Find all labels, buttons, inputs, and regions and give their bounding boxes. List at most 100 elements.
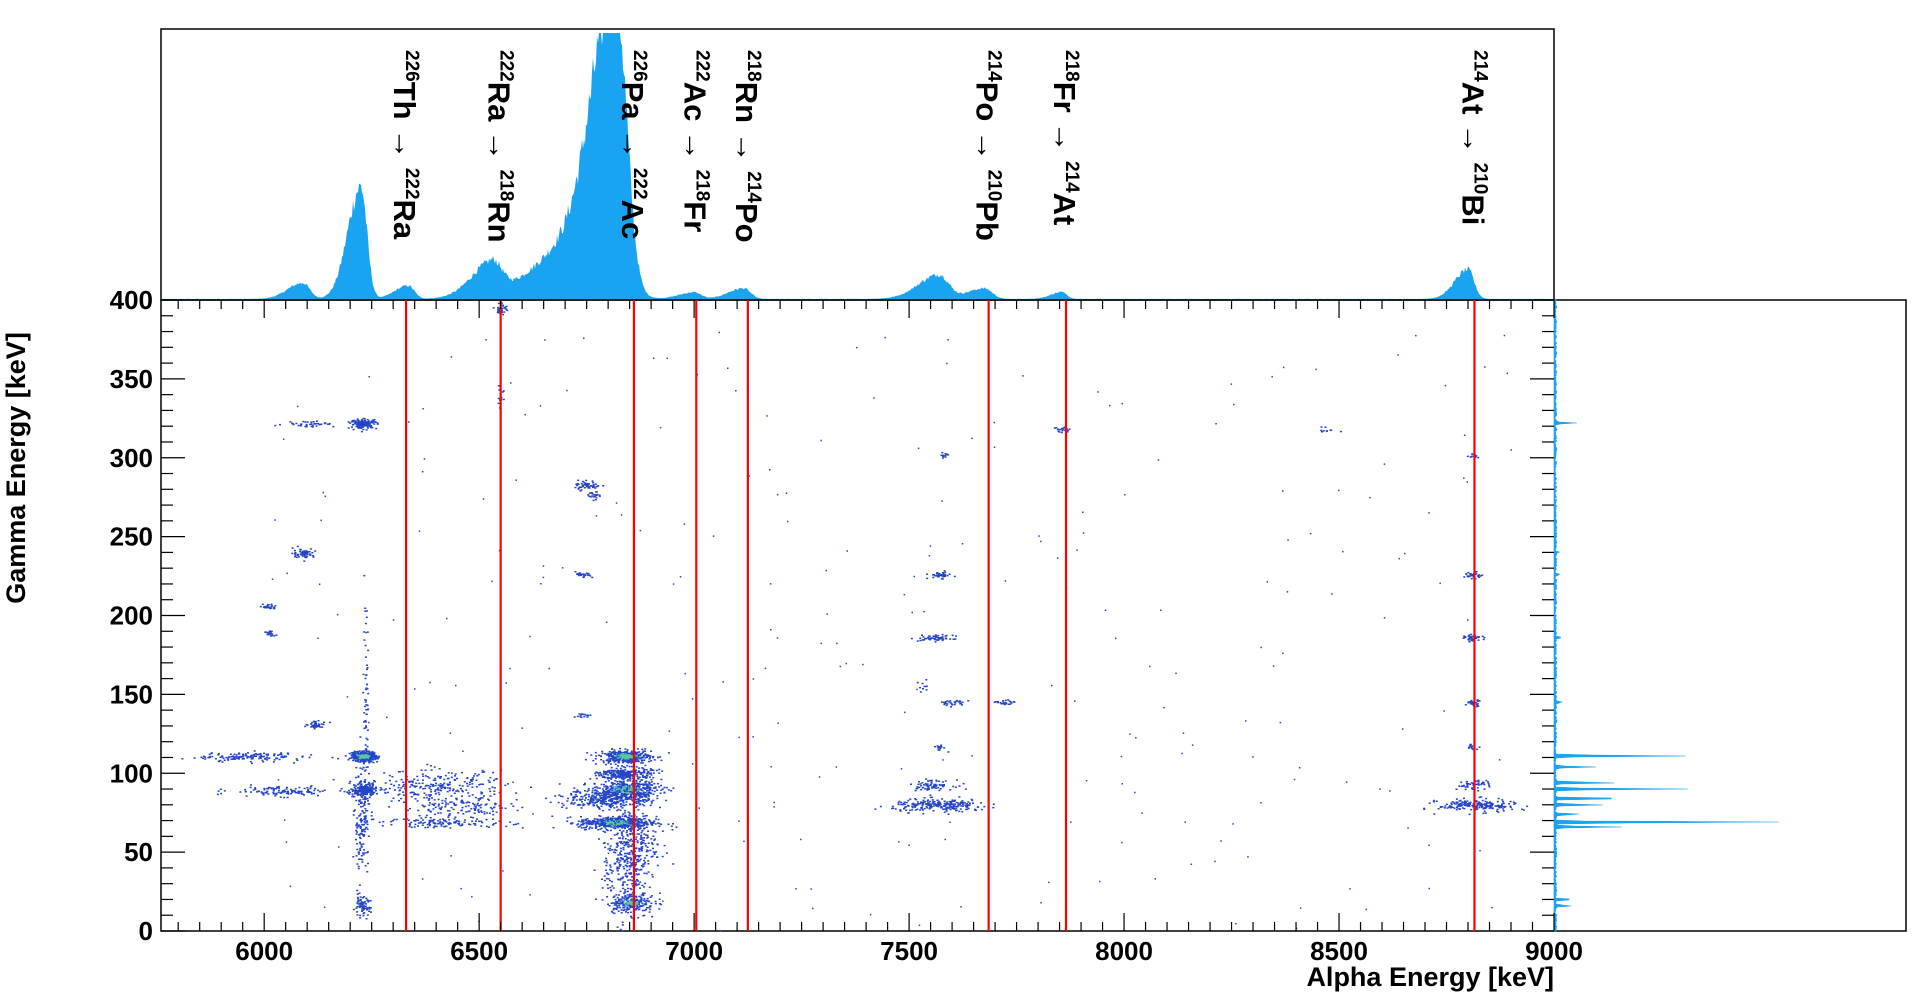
coincidence-point [593,793,596,795]
coincidence-point [360,832,363,835]
coincidence-point [301,793,304,795]
coincidence-point-hot [624,904,627,906]
coincidence-point [312,555,315,557]
coincidence-point [642,886,645,888]
coincidence-point [611,792,614,794]
coincidence-point [653,853,656,856]
coincidence-point [249,784,252,786]
coincidence-point [252,789,255,791]
coincidence-point-hot [630,789,633,791]
coincidence-point [647,794,650,796]
coincidence-point [636,883,639,886]
coincidence-point [628,896,631,898]
coincidence-point [298,790,301,793]
coincidence-point [640,849,643,852]
coincidence-point [640,899,642,902]
coincidence-point [355,855,358,857]
coincidence-point [366,788,369,790]
coincidence-point [280,791,283,794]
coincidence-point [367,760,370,762]
coincidence-point [357,794,360,796]
coincidence-point [278,789,280,792]
coincidence-point [584,782,586,785]
coincidence-point [641,757,644,759]
coincidence-point [355,776,358,779]
coincidence-point [363,727,366,730]
coincidence-point [617,910,620,912]
coincidence-point [615,900,618,903]
coincidence-point-hot [360,755,363,757]
coincidence-point [648,886,651,889]
coincidence-point [631,827,634,829]
coincidence-point [613,825,616,828]
coincidence-point-hot [625,792,628,794]
coincidence-point [605,786,608,789]
coincidence-point [641,779,644,781]
coincidence-point [601,823,604,826]
coincidence-point [250,791,252,793]
coincidence-point [657,818,660,821]
coincidence-point [611,885,614,887]
coincidence-point [609,886,612,889]
coincidence-point [432,821,435,824]
coincidence-point [358,836,361,839]
coincidence-point [312,726,315,728]
coincidence-point-hot [617,824,620,826]
coincidence-point [642,904,645,907]
coincidence-point [510,803,513,805]
coincidence-point [286,752,289,754]
coincidence-point [501,307,504,310]
coincidence-point [599,795,602,797]
transition-label: 218Fr → 214At [1047,50,1082,225]
coincidence-point [645,796,648,798]
coincidence-point [565,807,568,809]
coincidence-point [600,758,603,761]
coincidence-point [372,783,374,786]
coincidence-point [283,796,286,799]
coincidence-point [616,817,619,820]
coincidence-point [621,902,624,904]
coincidence-point [310,726,313,728]
coincidence-point [644,750,646,753]
coincidence-point [626,898,629,900]
coincidence-point [605,857,608,860]
coincidence-point [624,864,627,866]
coincidence-point [603,802,606,804]
coincidence-point [431,819,434,822]
coincidence-point [618,752,621,754]
coincidence-point [589,826,592,828]
coincidence-point [615,751,618,754]
coincidence-point-hot [627,757,629,759]
coincidence-point [265,792,268,794]
coincidence-point [269,630,272,633]
coincidence-point [470,779,473,781]
coincidence-point [613,752,615,754]
coincidence-point [650,772,652,774]
coincidence-point [440,806,443,808]
coincidence-point [626,884,629,886]
coincidence-point [402,794,405,796]
coincidence-point [652,769,655,772]
coincidence-point [624,838,627,840]
coincidence-point [463,819,466,821]
coincidence-point [644,900,646,902]
coincidence-point-hot [621,789,623,792]
coincidence-point [643,898,646,900]
coincidence-point [360,844,363,846]
coincidence-point [614,775,617,777]
coincidence-point [474,796,477,799]
coincidence-point [636,774,639,776]
coincidence-point [639,771,642,774]
coincidence-point [621,924,624,926]
coincidence-point [515,823,517,825]
coincidence-point [663,791,666,794]
coincidence-point [623,907,626,909]
coincidence-point [631,818,634,820]
coincidence-point [645,793,648,796]
coincidence-point [617,786,620,789]
coincidence-point [472,778,474,781]
coincidence-point [423,792,426,794]
coincidence-point [628,786,631,788]
coincidence-point [607,753,610,756]
coincidence-point [315,422,318,425]
